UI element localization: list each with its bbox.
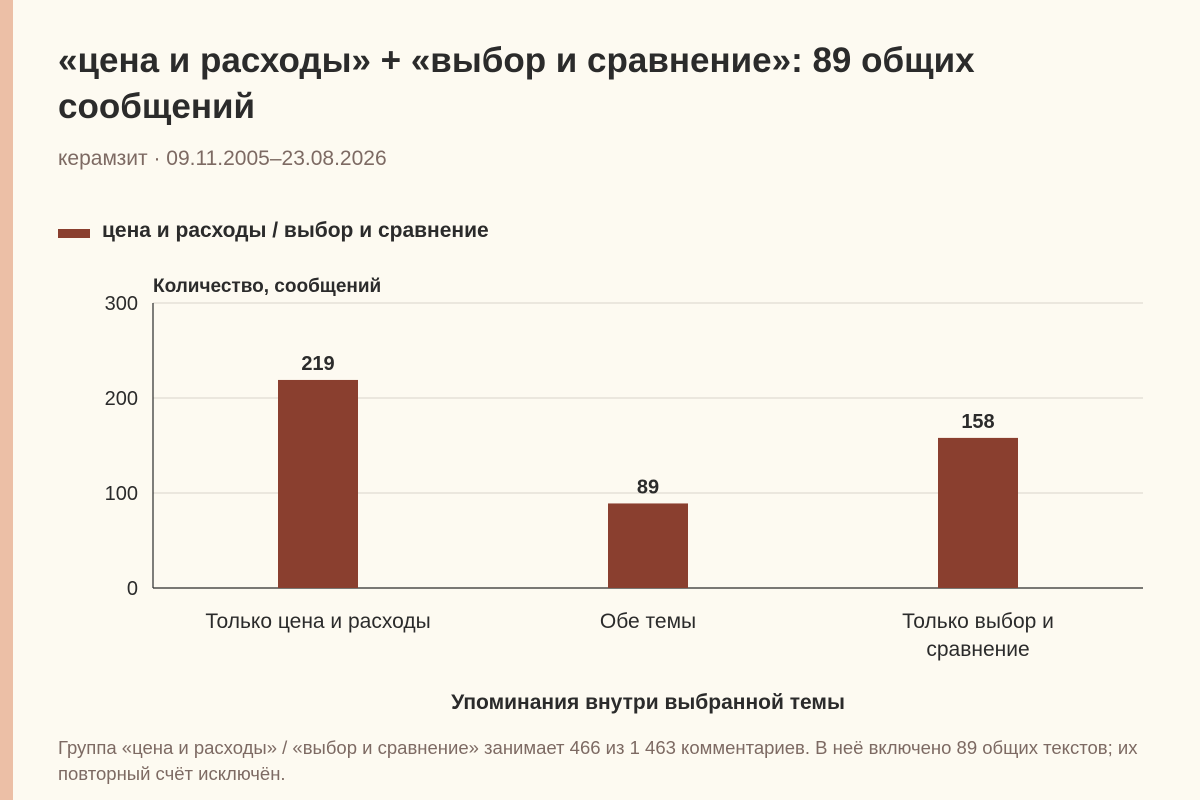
bar	[608, 503, 688, 588]
legend-label: цена и расходы / выбор и сравнение	[102, 219, 489, 242]
data-label: 158	[961, 411, 994, 433]
bar	[938, 437, 1018, 588]
x-tick-label: Только цена и расходы	[205, 610, 430, 633]
data-label: 89	[637, 476, 659, 498]
y-tick-label: 100	[105, 483, 138, 505]
legend: цена и расходы / выбор и сравнение	[58, 219, 489, 243]
data-label: 219	[301, 353, 334, 375]
chart-title: «цена и расходы» + «выбор и сравнение»: …	[58, 41, 975, 126]
x-axis-label: Упоминания внутри выбранной темы	[451, 691, 845, 714]
x-tick-label: сравнение	[926, 638, 1029, 661]
legend-swatch	[58, 228, 90, 238]
bar	[278, 379, 358, 588]
accent-stripe	[0, 0, 13, 800]
y-tick-label: 0	[127, 578, 138, 600]
y-axis-label: Количество, сообщений	[153, 276, 381, 297]
footnote: Группа «цена и расходы» / «выбор и сравн…	[58, 737, 1138, 784]
x-tick-label: Только выбор и	[902, 610, 1054, 633]
y-tick-label: 300	[105, 293, 138, 315]
chart-subtitle: керамзит · 09.11.2005–23.08.2026	[58, 147, 387, 170]
y-tick-label: 200	[105, 388, 138, 410]
x-tick-label: Обе темы	[600, 610, 696, 633]
